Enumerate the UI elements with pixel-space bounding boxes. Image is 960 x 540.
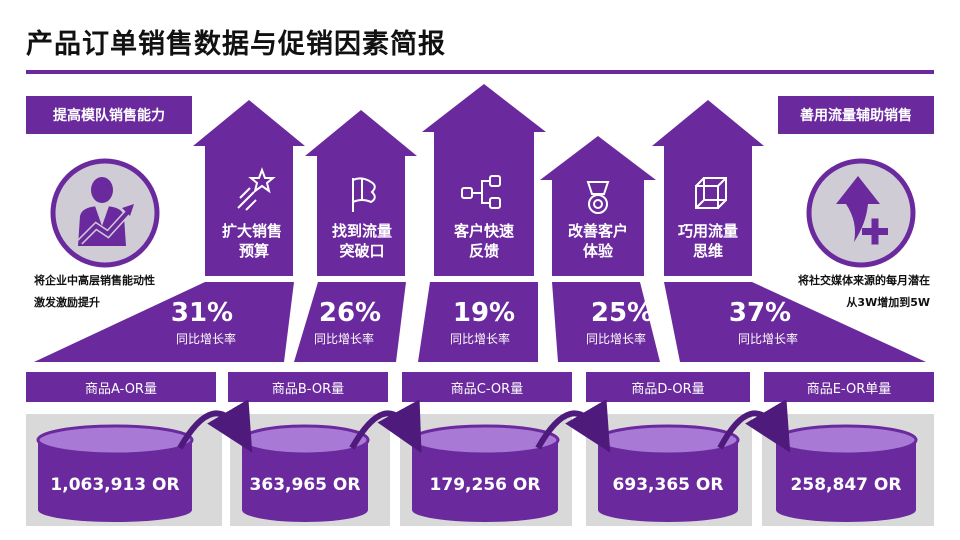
connector-arrow-4	[717, 399, 791, 453]
product-value-c: 179,256 OR	[430, 475, 541, 495]
product-label-e: 商品E-OR单量	[764, 372, 934, 402]
page-title: 产品订单销售数据与促销因素简报	[26, 29, 446, 60]
product-value-a: 1,063,913 OR	[50, 475, 179, 495]
stat-label-3: 同比增长率	[450, 331, 510, 346]
title-divider	[26, 70, 934, 74]
platform-segment	[664, 282, 926, 362]
cylinder-e	[774, 424, 918, 522]
stat-value-2: 26%	[319, 298, 381, 328]
person-growth-icon	[50, 158, 160, 268]
stat-label-4: 同比增长率	[586, 331, 646, 346]
connector-arrow-1	[177, 399, 253, 453]
house-1-line-2: 预算	[239, 242, 269, 260]
house-3-line-1: 客户快速	[453, 222, 514, 240]
house-4-line-2: 体验	[583, 242, 614, 260]
connector-arrow-2	[349, 399, 422, 454]
flag-icon	[352, 177, 376, 212]
product-value-b: 363,965 OR	[250, 475, 361, 495]
house-5-line-2: 思维	[693, 242, 723, 260]
right-description: 将社交媒体来源的每月潜在 从3W增加到5W	[798, 274, 930, 309]
stat-value-5: 37%	[729, 298, 791, 328]
house-5-line-1: 巧用流量	[678, 222, 738, 240]
stat-value-3: 19%	[453, 298, 515, 328]
left-description: 将企业中高层销售能动性 激发激励提升	[34, 274, 155, 309]
cube-icon	[695, 177, 727, 209]
stars-icon	[237, 167, 276, 211]
product-value-d: 693,365 OR	[613, 475, 724, 495]
stat-label-1: 同比增长率	[176, 331, 236, 346]
product-label-d: 商品D-OR量	[586, 372, 750, 402]
platform-segment	[34, 282, 294, 362]
house-2-line-2: 突破口	[339, 242, 384, 260]
cylinder-c	[410, 424, 560, 522]
flow-icon	[461, 175, 501, 209]
stat-label-2: 同比增长率	[314, 331, 374, 346]
house-4-line-1: 改善客户	[568, 222, 628, 240]
cylinder-d	[596, 424, 740, 522]
platform-segment	[418, 282, 538, 362]
cylinder-a	[36, 424, 194, 522]
house-5	[652, 100, 764, 276]
product-label-b: 商品B-OR量	[228, 372, 388, 402]
house-2-line-1: 找到流量	[332, 222, 392, 240]
platform-segment	[552, 282, 660, 362]
product-value-e: 258,847 OR	[791, 475, 902, 495]
cylinder-b	[240, 424, 370, 522]
medal-icon	[586, 181, 610, 214]
house-3-line-2: 反馈	[469, 242, 499, 260]
product-label-a: 商品A-OR量	[26, 372, 216, 402]
right-tag: 善用流量辅助销售	[778, 96, 934, 134]
house-4	[540, 136, 656, 276]
arrow-up-plus-icon	[806, 158, 916, 268]
left-tag: 提高模队销售能力	[26, 96, 192, 134]
connector-arrow-3	[535, 399, 611, 453]
stat-label-5: 同比增长率	[738, 331, 798, 346]
house-1-line-1: 扩大销售	[222, 222, 282, 240]
product-label-c: 商品C-OR量	[402, 372, 572, 402]
stat-value-4: 25%	[591, 298, 653, 328]
platform-segment	[294, 282, 406, 362]
stat-value-1: 31%	[171, 298, 233, 328]
